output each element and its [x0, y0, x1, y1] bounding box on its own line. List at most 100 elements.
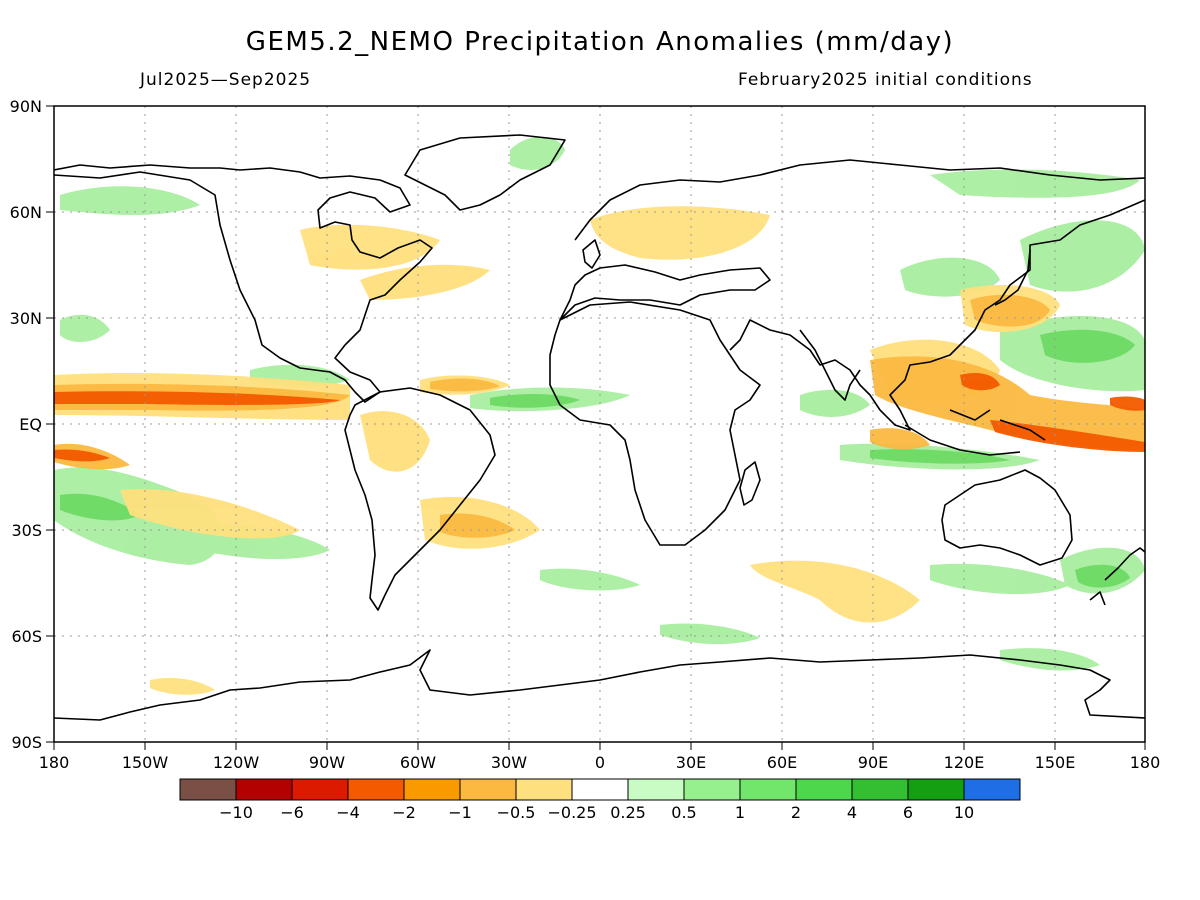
dry-core-south-pacific-east: [54, 449, 110, 462]
india-coastline: [799, 329, 861, 401]
wet-anomaly-bay-of-bengal: [800, 389, 870, 417]
colorbar-swatch-11: [795, 778, 853, 801]
dry-anomaly-south-atlantic-core: [440, 513, 515, 538]
greenland-coastline: [404, 134, 566, 211]
colorbar-swatch-1: [235, 778, 293, 801]
colorbar-labels: −10 −6 −4 −2 −1 −0.5 −0.25 0.25 0.5 1 2 4 6 10: [219, 803, 974, 822]
lon-label-0: 0: [595, 753, 605, 772]
lon-label-30w: 30W: [491, 753, 527, 772]
wet-anomaly-east-asia-north: [900, 257, 1000, 297]
dry-anomaly-north-atlantic: [360, 264, 490, 300]
wet-core-south-pacific: [60, 493, 140, 521]
colorbar-label-8: 0.5: [671, 803, 696, 822]
colorbar-swatch-14: [963, 778, 1021, 801]
dry-core-eastern-pacific-itcz: [54, 391, 340, 405]
madagascar-coastline: [739, 461, 761, 506]
wet-core-north-pacific-subtropics: [1040, 329, 1135, 363]
wet-anomaly-antarctic-indian-coast: [1000, 648, 1100, 671]
new-zealand-coastline: [1089, 547, 1145, 606]
colorbar-label-6: −0.25: [547, 803, 596, 822]
wet-anomaly-northwest-pacific: [1020, 220, 1145, 292]
lat-label-90s: 90S: [11, 733, 42, 752]
lon-label-120e: 120E: [944, 753, 985, 772]
dry-anomaly-south-pacific-subtropics: [120, 489, 300, 539]
colorbar-label-4: −1: [448, 803, 472, 822]
lon-label-150w: 150W: [122, 753, 169, 772]
wet-anomaly-southern-ocean-atlantic: [540, 568, 640, 591]
colorbar-swatch-10: [739, 778, 797, 801]
lat-label-30s: 30S: [11, 521, 42, 540]
british-isles-coastline: [582, 239, 601, 269]
colorbar-label-11: 4: [847, 803, 857, 822]
colorbar-label-1: −6: [280, 803, 304, 822]
wet-anomaly-arctic-canada: [60, 186, 200, 215]
lon-label-180w: 180: [39, 753, 70, 772]
colorbar-swatch-4: [403, 778, 461, 801]
lon-label-30e: 30E: [676, 753, 706, 772]
wet-anomaly-arctic-siberia: [930, 169, 1140, 198]
colorbar-label-2: −4: [336, 803, 360, 822]
dry-anomaly-north-america: [300, 224, 440, 270]
colorbar-label-5: −0.5: [497, 803, 536, 822]
colorbar-swatch-5: [459, 778, 517, 801]
colorbar-label-10: 2: [791, 803, 801, 822]
map-title: GEM5.2_NEMO Precipitation Anomalies (mm/…: [245, 27, 955, 57]
dry-core-west-pacific: [990, 420, 1145, 452]
africa-coastline: [549, 301, 761, 546]
colorbar-swatch-12: [851, 778, 909, 801]
lat-label-30n: 30N: [10, 309, 42, 328]
eurasia-north-coastline: [574, 159, 1145, 241]
japan-coastline: [994, 249, 1031, 306]
lon-label-60w: 60W: [400, 753, 436, 772]
colorbar-swatch-3: [347, 778, 405, 801]
lon-label-120w: 120W: [213, 753, 260, 772]
wet-anomaly-east-pacific-north: [60, 314, 110, 342]
north-america-coastline: [54, 164, 433, 403]
colorbar-swatch-2: [291, 778, 349, 801]
wet-core-indian-ocean-south: [870, 449, 1010, 464]
colorbar-label-7: 0.25: [610, 803, 646, 822]
dry-anomaly-indian-ocean-east: [870, 428, 930, 450]
lon-label-150e: 150E: [1035, 753, 1076, 772]
colorbar-swatch-0: [179, 778, 237, 801]
lon-label-180e: 180: [1130, 753, 1161, 772]
asia-east-coastline: [729, 199, 1145, 431]
dry-core-philippines: [960, 373, 1000, 391]
dry-core-tropical-north-pacific-east: [1110, 396, 1145, 411]
lat-label-90n: 90N: [10, 97, 42, 116]
lon-label-60e: 60E: [767, 753, 797, 772]
lat-label-60s: 60S: [11, 627, 42, 646]
colorbar-label-9: 1: [735, 803, 745, 822]
colorbar: [179, 778, 1021, 801]
coastlines: [54, 134, 1145, 721]
colorbar-label-0: −10: [219, 803, 253, 822]
dry-anomaly-west-pacific-north: [970, 294, 1050, 327]
wet-core-atlantic-itcz: [490, 394, 580, 408]
colorbar-swatch-8: [627, 778, 685, 801]
colorbar-label-12: 6: [903, 803, 913, 822]
forecast-period: Jul2025—Sep2025: [140, 70, 312, 90]
australia-coastline: [941, 469, 1073, 566]
initial-conditions: February2025 initial conditions: [738, 70, 1033, 90]
colorbar-swatch-9: [683, 778, 741, 801]
dry-anomaly-south-america-north: [360, 411, 430, 472]
lon-label-90e: 90E: [858, 753, 888, 772]
dry-anomaly-europe-west-russia: [590, 206, 770, 260]
map-area: [54, 106, 1145, 742]
dry-anomaly-maritime-continent: [870, 356, 1145, 450]
south-america-coastline: [344, 387, 496, 611]
lat-label-eq: EQ: [19, 415, 42, 434]
colorbar-swatch-13: [907, 778, 965, 801]
colorbar-swatch-7: [571, 778, 629, 801]
tick-marks: [46, 105, 1146, 750]
dry-anomaly-atlantic-north-tropics-core: [430, 378, 500, 392]
dry-anomaly-antarctic-pacific-coast: [150, 678, 215, 695]
wet-anomaly-southern-ocean-south-atlantic: [660, 623, 760, 645]
lon-label-90w: 90W: [309, 753, 345, 772]
latitude-labels: 90N 60N 30N EQ 30S 60S 90S: [10, 97, 42, 752]
longitude-labels: 180 150W 120W 90W 60W 30W 0 30E 60E 90E …: [39, 753, 1161, 772]
colorbar-label-13: 10: [954, 803, 974, 822]
colorbar-swatch-6: [515, 778, 573, 801]
antarctica-coastline: [54, 649, 1145, 721]
